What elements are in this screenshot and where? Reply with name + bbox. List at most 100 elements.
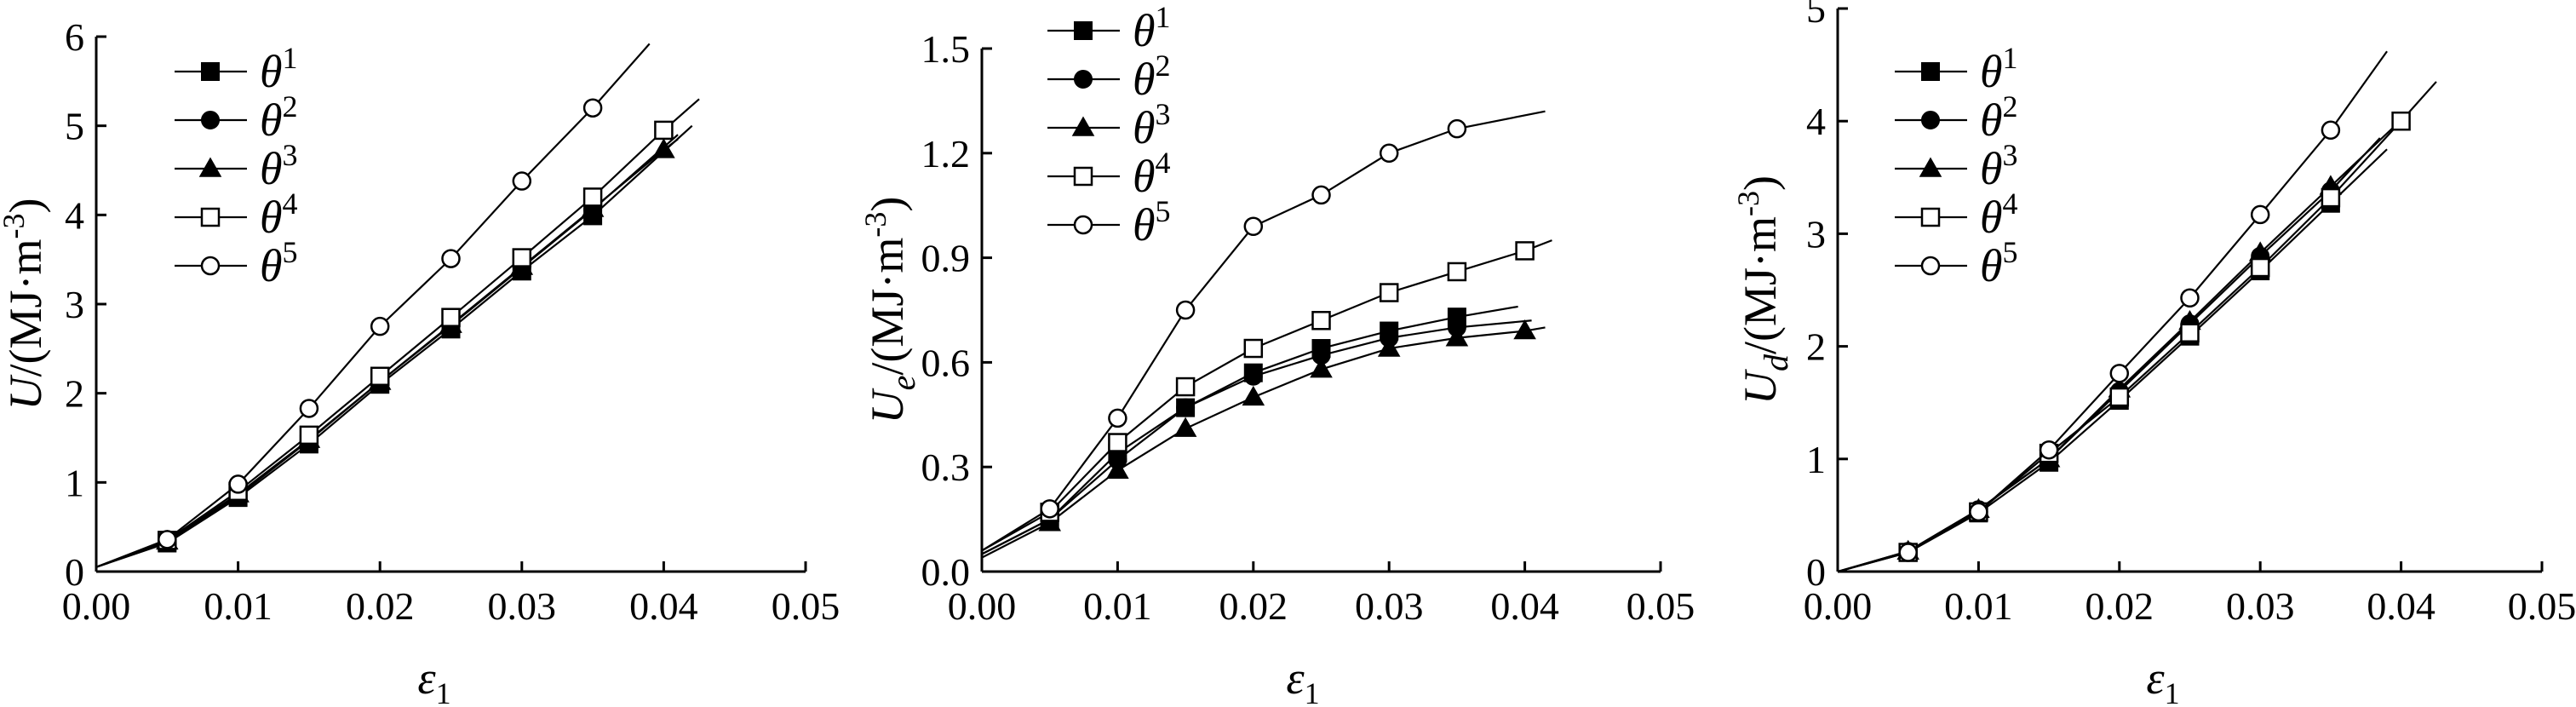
legend-symbol: θ — [1133, 5, 1156, 56]
data-point — [1242, 385, 1265, 406]
legend-entry: θ1 — [260, 41, 298, 97]
x-tick-label: 0.02 — [2085, 584, 2154, 628]
series-line — [1837, 81, 2437, 573]
legend-index: 5 — [1156, 194, 1171, 228]
data-point — [1445, 326, 1469, 347]
data-point — [299, 399, 319, 418]
data-point — [2250, 257, 2270, 278]
legend-entry: θ1 — [1980, 41, 2018, 97]
data-point — [654, 120, 674, 141]
y-axis-title-superscript: -3 — [0, 213, 31, 239]
y-axis-title-close: ) — [0, 198, 51, 214]
data-point — [1513, 319, 1536, 340]
x-axis-title-symbol: ε — [2146, 652, 2165, 704]
data-point — [441, 308, 461, 327]
legend-entry: θ4 — [1133, 146, 1171, 202]
data-point — [1243, 338, 1264, 359]
y-axis-title-symbol: U — [1735, 369, 1786, 405]
data-point — [581, 197, 605, 217]
legend-entry: θ2 — [260, 89, 298, 146]
data-point — [1040, 499, 1059, 519]
y-axis-title-unit: /(MJ·m — [862, 238, 913, 376]
legend-entry: θ4 — [260, 187, 298, 243]
data-point — [2180, 323, 2200, 342]
data-point — [512, 248, 532, 267]
data-point — [1311, 185, 1331, 205]
data-point — [2109, 387, 2130, 407]
data-point — [1379, 283, 1399, 302]
x-tick-label: 0.00 — [1804, 584, 1873, 628]
legend-symbol: θ — [1980, 143, 2003, 194]
legend-marker — [1919, 157, 1942, 177]
legend-symbol: θ — [260, 46, 283, 97]
legend-index: 4 — [283, 187, 298, 221]
legend-entry: θ5 — [1133, 194, 1171, 250]
x-tick-label: 0.01 — [204, 584, 273, 628]
x-axis-title: ε1 — [2146, 652, 2179, 707]
y-axis-title-symbol: U — [0, 374, 51, 410]
x-axis-title-symbol: ε — [1286, 652, 1305, 704]
y-axis-title-close: ) — [862, 197, 913, 212]
series-3 — [1837, 126, 2395, 573]
x-tick-label: 0.04 — [629, 584, 698, 628]
series-line — [95, 43, 651, 568]
x-tick-label: 0.01 — [1944, 584, 2013, 628]
data-point — [1173, 417, 1197, 437]
series-line — [981, 239, 1552, 552]
x-axis-title: ε1 — [1286, 652, 1319, 707]
x-tick-label: 0.00 — [62, 584, 131, 628]
y-tick-label: 2 — [65, 372, 84, 416]
x-tick-label: 0.02 — [1219, 584, 1288, 628]
legend-symbol: θ — [1980, 95, 2003, 146]
data-point — [1515, 241, 1535, 261]
legend-symbol: θ — [1133, 54, 1156, 105]
series-line — [95, 98, 700, 568]
legend-marker — [1073, 166, 1093, 187]
x-axis-title-symbol: ε — [417, 652, 436, 704]
data-point — [299, 425, 319, 445]
legend-marker — [1921, 111, 1940, 129]
y-tick-label: 1.2 — [921, 132, 971, 175]
legend-index: 2 — [283, 89, 298, 124]
data-point — [2109, 364, 2130, 383]
legend-index: 5 — [2003, 235, 2018, 269]
legend-symbol: θ — [1980, 46, 2003, 97]
data-point — [370, 366, 390, 387]
y-axis-title-subscript: d — [1757, 354, 1795, 371]
y-axis-title-symbol: U — [862, 388, 913, 423]
data-point — [1243, 366, 1263, 386]
series-4 — [1837, 81, 2437, 573]
legend-symbol: θ — [260, 143, 283, 194]
y-tick-label: 0.3 — [921, 445, 971, 489]
legend-symbol: θ — [1133, 199, 1156, 250]
legend-symbol: θ — [260, 95, 283, 146]
x-tick-label: 0.02 — [346, 584, 415, 628]
legend-entry: θ5 — [1980, 235, 2018, 291]
series-line — [95, 124, 693, 568]
x-tick-label: 0.03 — [2226, 584, 2295, 628]
data-point — [2391, 111, 2411, 131]
data-point — [2039, 440, 2059, 460]
data-point — [652, 138, 675, 158]
x-axis-title-subscript: 1 — [1305, 676, 1320, 707]
legend-marker — [201, 62, 220, 81]
series-1 — [95, 124, 693, 568]
y-tick-label: 0 — [65, 550, 84, 594]
data-point — [1969, 502, 1988, 522]
legend-index: 4 — [1156, 146, 1171, 180]
series-line — [981, 326, 1546, 559]
series-line — [1837, 50, 2388, 573]
series-1 — [1837, 148, 2388, 573]
y-tick-label: 4 — [1806, 100, 1826, 143]
data-point — [158, 530, 177, 549]
y-tick-label: 0 — [1806, 550, 1826, 594]
legend-index: 1 — [283, 41, 298, 75]
legend-marker — [1921, 62, 1940, 81]
y-axis-title-unit: /(MJ·m — [1735, 216, 1786, 354]
y-axis-title-unit: /(MJ·m — [0, 239, 51, 376]
legend-entry: θ5 — [260, 235, 298, 291]
data-point — [1311, 311, 1331, 331]
